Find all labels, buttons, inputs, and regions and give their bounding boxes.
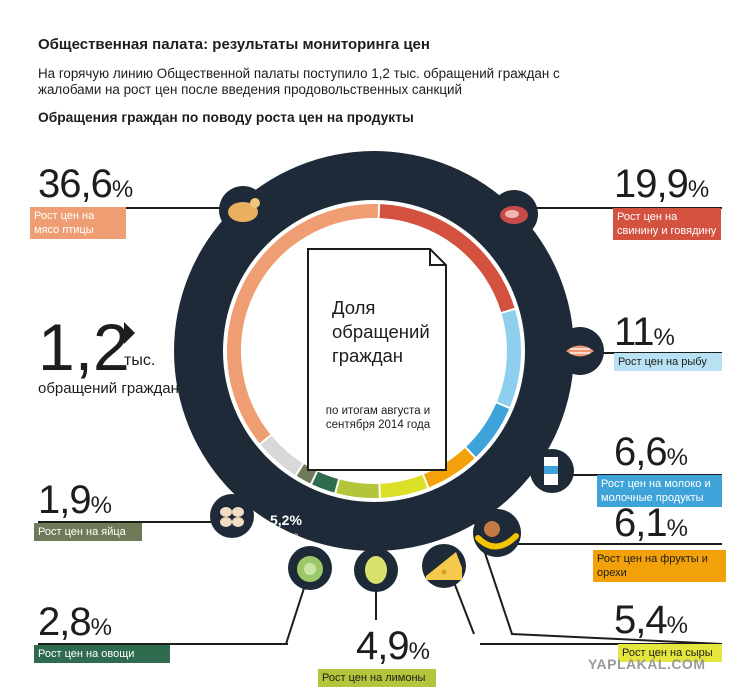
cabbage-icon [288,546,332,590]
value-number: 6,6 [614,430,668,474]
value-fish: 11% [614,312,675,358]
value-eggs: 1,9% [38,480,112,526]
value-number: 6,1 [614,501,668,545]
value-vegetables: 2,8% [38,602,112,648]
label-pork-beef: Рост цен на свинину и говядину [613,208,721,240]
center-title: Доля обращений граждан [332,297,430,366]
leader-line [285,581,307,645]
label-poultry: Рост цен на мясо птицы [30,207,126,239]
value-number: 36,6 [38,162,113,206]
cheese-icon [422,544,466,588]
value-number: 5,4 [614,598,668,642]
value-unit: % [111,176,134,203]
donut-slice [379,204,515,313]
connector-line [38,521,218,523]
donut-slice [296,464,317,484]
connector-line [38,207,243,209]
value-unit: % [90,492,112,519]
page-subtitle: На горячую линию Общественной палаты пос… [38,66,560,97]
donut-slice [336,479,379,498]
total-label: обращений граждан [38,380,179,397]
value-unit: % [90,614,112,641]
chart-subheading: Обращения граждан по поводу роста цен на… [38,110,414,125]
label-vegetables: Рост цен на овощи [34,645,170,663]
value-number: 11 [614,310,655,354]
fruit-nuts-icon [473,509,521,557]
value-unit: % [666,444,688,471]
center-note: по итогам августа и сентября 2014 года [325,405,431,431]
connector-line [38,643,288,645]
total-unit: тыс. [124,352,156,369]
poultry-icon [219,186,267,234]
donut-slice [380,474,428,498]
value-number: 4,9 [356,624,410,668]
value-lemons: 4,9% [356,626,430,672]
value-poultry: 36,6% [38,164,133,210]
label-cheese: Рост цен на сыры [618,644,722,662]
donut-slice [496,309,521,408]
value-unit: % [653,324,675,351]
donut-slice [312,471,339,493]
label-lemons: Рост цен на лимоны [318,669,436,687]
value-number: 19,9 [614,162,689,206]
connector-line [515,543,722,545]
document-icon [307,248,447,471]
lemon-icon [354,548,398,592]
milk-icon [530,449,574,493]
label-milk: Рост цен на молоко и молочные продукты [597,475,722,507]
value-number: 1,9 [38,478,92,522]
leader-line [473,519,723,645]
connector-line [480,643,722,645]
value-pork-beef: 19,9% [614,164,709,210]
value-cheese: 5,4% [614,600,688,646]
donut-slice [260,435,303,475]
fish-icon [556,327,604,375]
value-milk: 6,6% [614,432,688,478]
donut-arcs [227,204,521,498]
donut-slice [466,403,510,457]
watermark: YAPLAKAL.COM [588,656,706,672]
label-eggs: Рост цен на яйца [34,523,142,541]
donut-slice [423,447,475,488]
value-number: 2,8 [38,600,92,644]
triangle-pointer-icon [124,322,135,344]
value-unit: % [687,176,710,203]
page-title: Общественная палата: результаты монитори… [38,36,430,53]
value-unit: % [666,612,688,639]
donut-slice [227,204,379,444]
label-fish: Рост цен на рыбу [614,353,722,371]
meat-icon [490,190,538,238]
other-value: 5,2% [270,512,302,528]
value-unit: % [408,638,430,665]
value-fruits: 6,1% [614,503,688,549]
eggs-icon [210,494,254,538]
other-label: другое [272,530,299,540]
total-value: 1,2 [38,310,130,384]
value-unit: % [666,515,688,542]
label-fruits: Рост цен на фрукты и орехи [593,550,726,582]
